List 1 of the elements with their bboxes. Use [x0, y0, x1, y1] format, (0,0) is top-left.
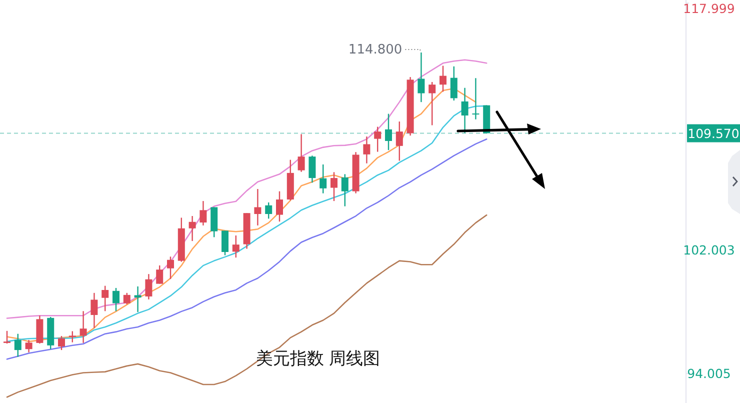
annotation: 114.800	[348, 42, 402, 58]
